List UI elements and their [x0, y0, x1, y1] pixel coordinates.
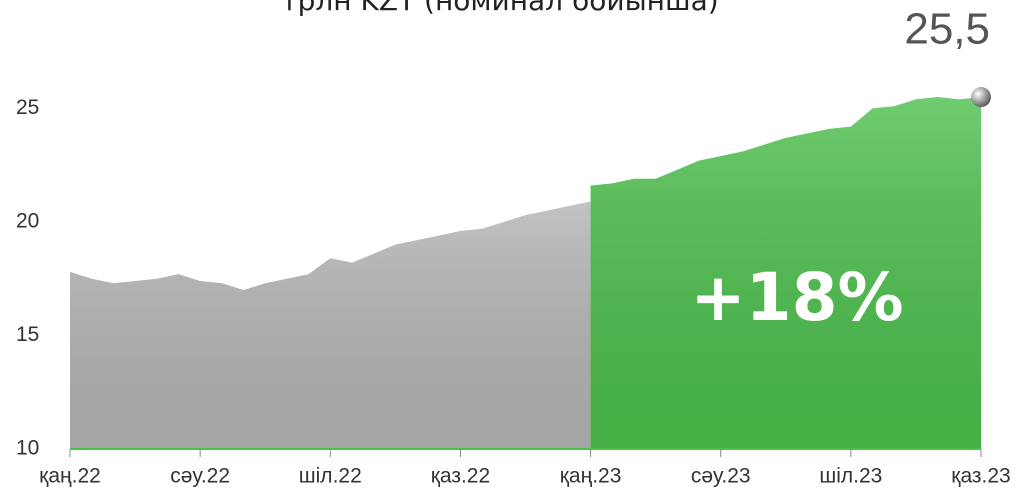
chart-title: трлн KZT (номинал бойынша) [281, 0, 718, 17]
x-tick-label: шіл.22 [299, 465, 362, 488]
x-tick-label: қаң.23 [560, 465, 622, 488]
end-marker [971, 87, 991, 108]
annotation: 25,5 [904, 5, 990, 54]
x-tick-label: қаз.22 [431, 465, 490, 488]
y-tick-label: 15 [16, 323, 39, 346]
annotation: +18% [690, 259, 903, 336]
x-tick-label: сәу.22 [170, 465, 230, 488]
y-tick-label: 25 [16, 96, 39, 119]
y-tick-label: 10 [16, 437, 39, 460]
area-shade [590, 97, 981, 449]
y-tick-label: 20 [16, 209, 39, 232]
x-tick-label: қаз.23 [951, 465, 1010, 488]
x-tick-label: сәу.23 [691, 465, 751, 488]
x-tick-label: қаң.22 [39, 465, 101, 488]
x-tick-label: шіл.23 [819, 465, 882, 488]
area-shade [70, 201, 591, 449]
